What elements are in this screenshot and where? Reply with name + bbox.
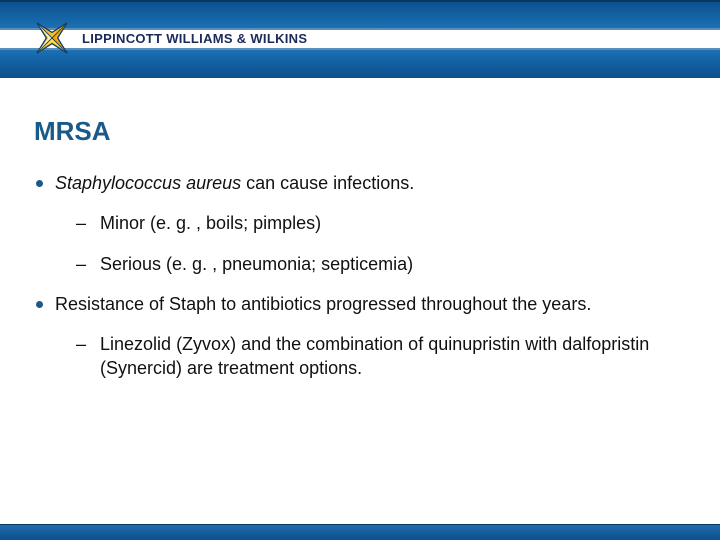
dash-icon: – bbox=[76, 252, 86, 276]
bullet-item: Resistance of Staph to antibiotics progr… bbox=[36, 292, 684, 316]
sunburst-icon bbox=[30, 16, 74, 60]
dash-icon: – bbox=[76, 332, 86, 356]
bullet-text: Staphylococcus aureus can cause infectio… bbox=[55, 171, 414, 195]
sub-bullet-text: Serious (e. g. , pneumonia; septicemia) bbox=[100, 252, 413, 276]
footer-band bbox=[0, 524, 720, 540]
sub-bullet-item: – Minor (e. g. , boils; pimples) bbox=[76, 211, 684, 235]
slide-title: MRSA bbox=[34, 116, 720, 147]
bullet-dot-icon bbox=[36, 180, 43, 187]
brand-name: LIPPINCOTT WILLIAMS & WILKINS bbox=[82, 31, 307, 46]
dash-icon: – bbox=[76, 211, 86, 235]
bullet-item: Staphylococcus aureus can cause infectio… bbox=[36, 171, 684, 195]
brand-logo: LIPPINCOTT WILLIAMS & WILKINS bbox=[30, 16, 307, 60]
sub-bullet-text: Linezolid (Zyvox) and the combination of… bbox=[100, 332, 684, 381]
sub-bullet-item: – Linezolid (Zyvox) and the combination … bbox=[76, 332, 684, 381]
header-top-rule bbox=[0, 0, 720, 2]
sub-bullet-item: – Serious (e. g. , pneumonia; septicemia… bbox=[76, 252, 684, 276]
bullet-text-tail: can cause infections. bbox=[241, 173, 414, 193]
bullet-text: Resistance of Staph to antibiotics progr… bbox=[55, 292, 591, 316]
slide-content: Staphylococcus aureus can cause infectio… bbox=[36, 171, 684, 381]
bullet-dot-icon bbox=[36, 301, 43, 308]
italic-term: Staphylococcus aureus bbox=[55, 173, 241, 193]
sub-bullet-text: Minor (e. g. , boils; pimples) bbox=[100, 211, 321, 235]
header-band: LIPPINCOTT WILLIAMS & WILKINS bbox=[0, 0, 720, 78]
